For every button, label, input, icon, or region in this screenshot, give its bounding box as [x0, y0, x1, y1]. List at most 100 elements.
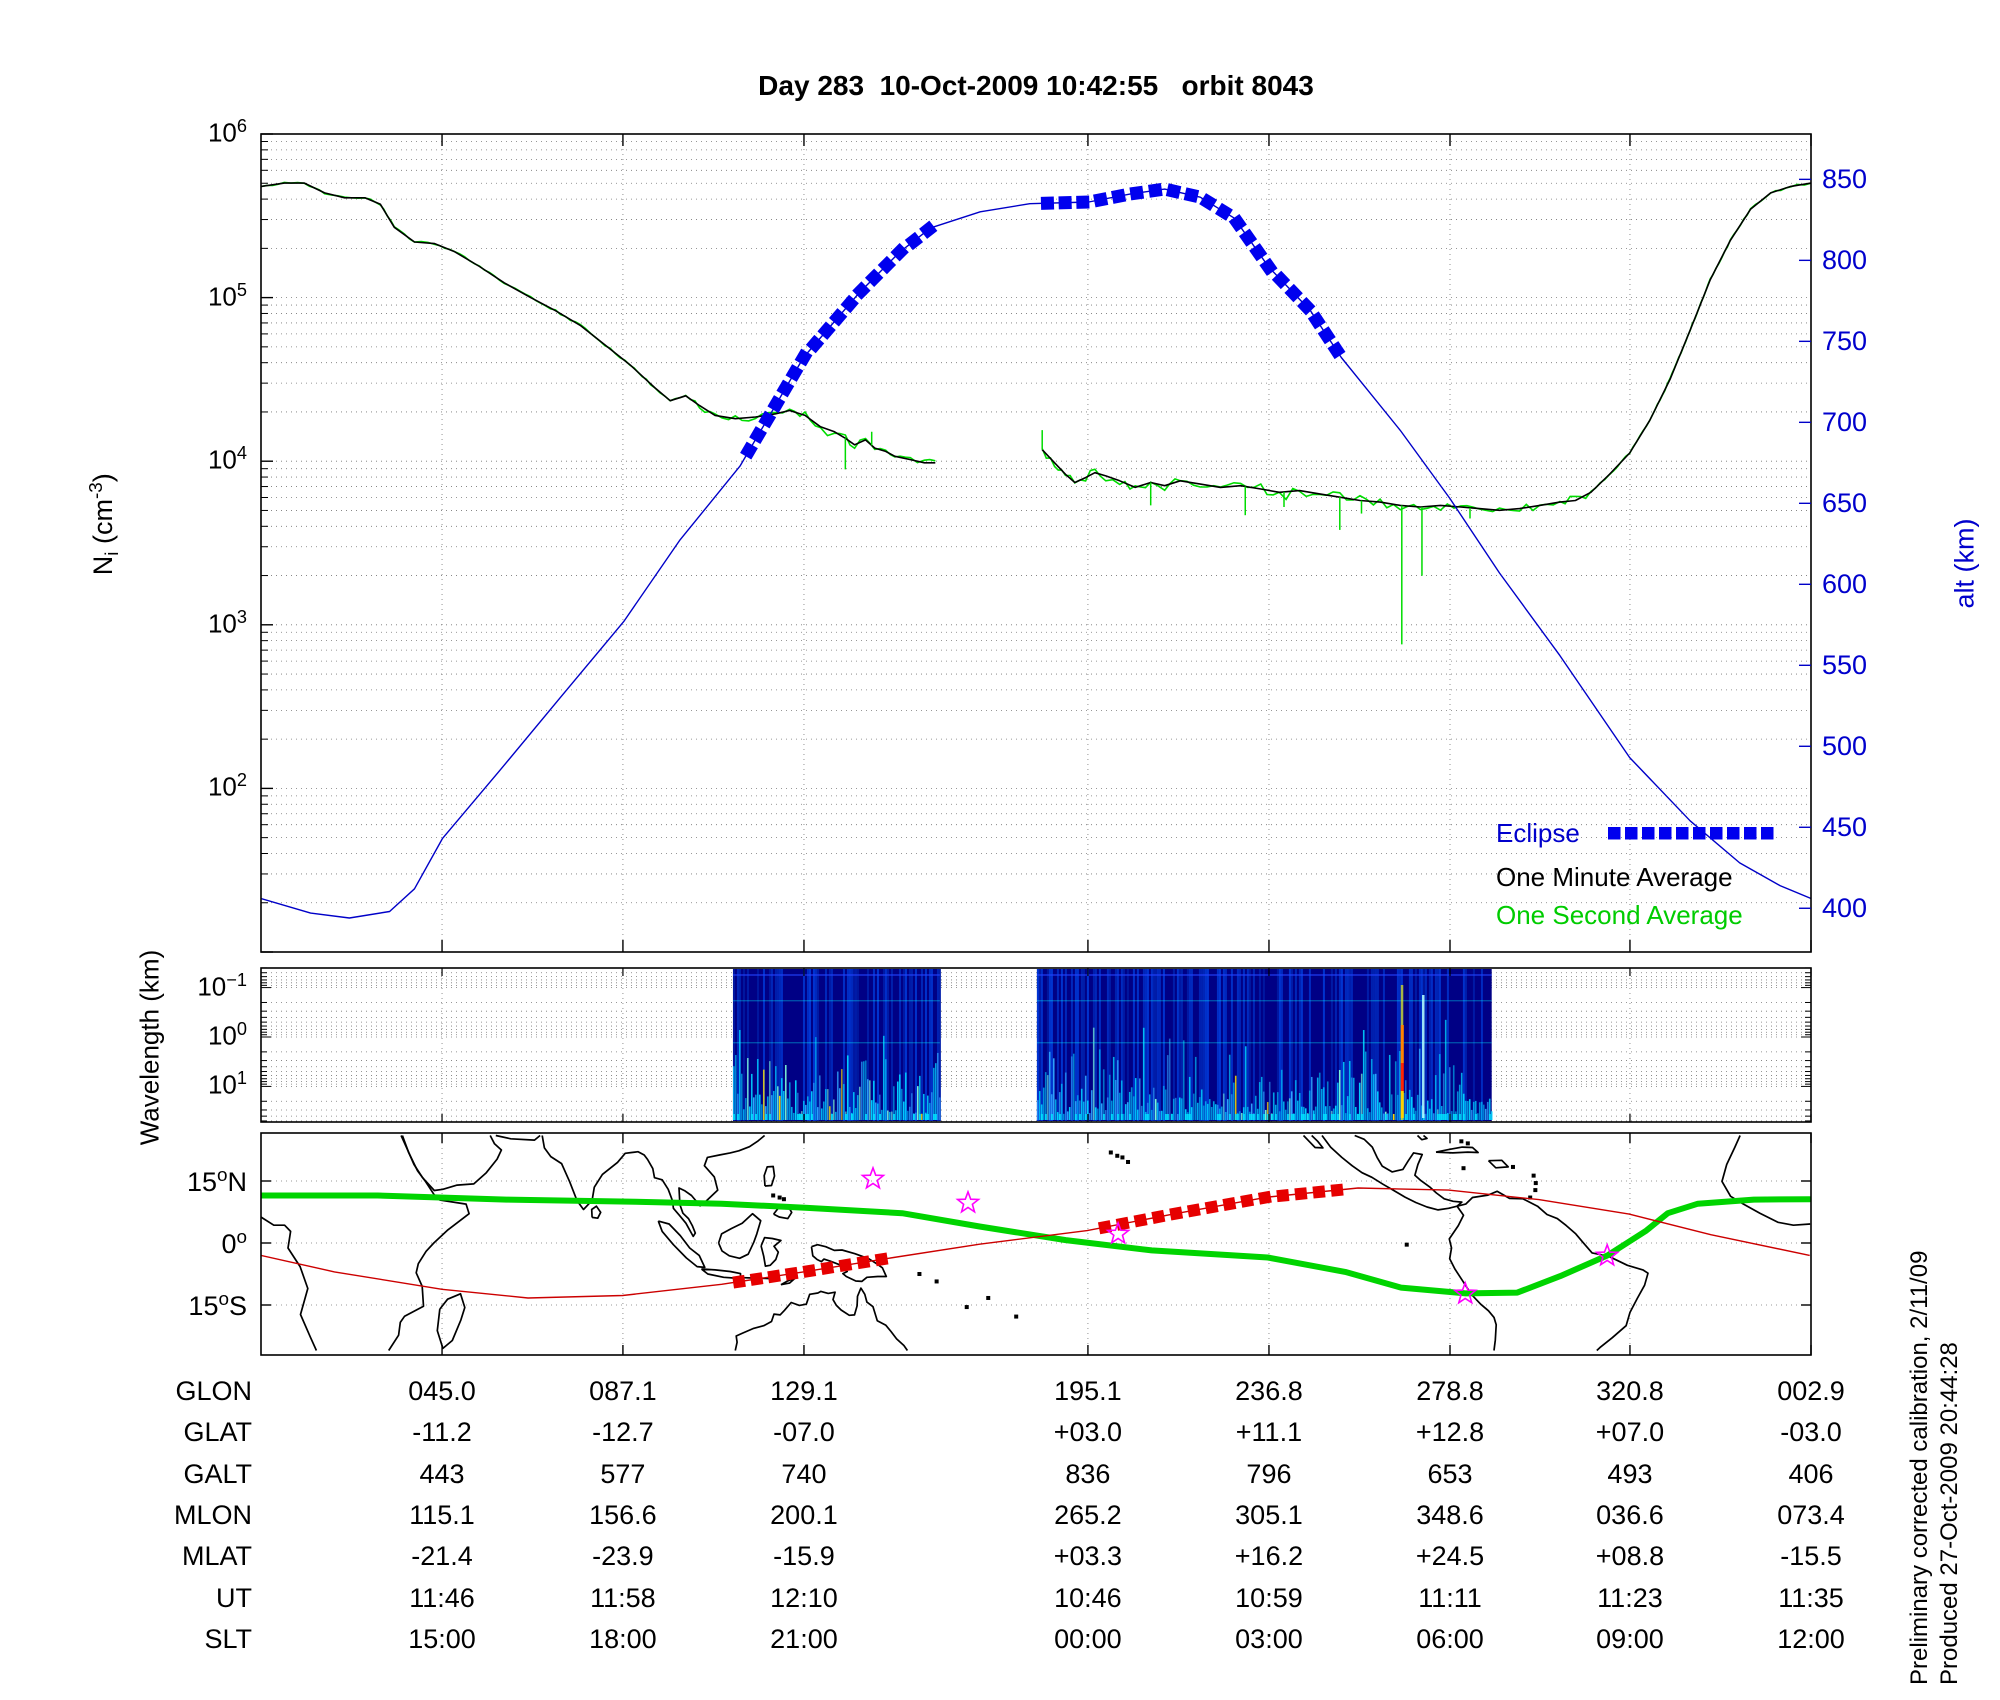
log-tick-label: 105 [207, 279, 247, 312]
calibration-annotation: Preliminary corrected calibration, 2/11/… [1905, 1250, 1975, 1685]
alt-tick-label: 450 [1822, 812, 1868, 843]
table-cell-glat-1: -12.7 [592, 1417, 654, 1448]
alt-tick-label: 800 [1822, 245, 1868, 276]
table-cell-galt-7: 406 [1788, 1458, 1834, 1489]
table-cell-mlat-6: +08.8 [1595, 1541, 1665, 1572]
table-cell-slt-6: 09:00 [1596, 1623, 1664, 1654]
table-cell-glon-7: 002.9 [1777, 1376, 1845, 1406]
table-row-label-glon: GLON [175, 1376, 252, 1406]
table-cell-glon-0: 045.0 [408, 1376, 476, 1406]
legend-eclipse-swatch [1608, 827, 1774, 840]
table-cell-mlon-1: 156.6 [589, 1499, 657, 1530]
plot-title: Day 283 10-Oct-2009 10:42:55 orbit 8043 [758, 70, 1314, 101]
eclipse-segment-2 [1040, 183, 1346, 360]
lat-tick-label: 15oS [188, 1288, 247, 1321]
alt-tick-label: 550 [1822, 650, 1868, 681]
table-cell-glat-2: -07.0 [773, 1417, 835, 1448]
table-cell-glon-1: 087.1 [589, 1376, 657, 1406]
alt-tick-label: 750 [1822, 326, 1868, 357]
spectrogram-segment-1 [732, 969, 941, 1121]
star-marker [860, 1165, 886, 1190]
table-cell-ut-5: 11:11 [1418, 1582, 1482, 1613]
table-cell-glon-5: 278.8 [1416, 1376, 1484, 1406]
table-cell-ut-2: 12:10 [770, 1582, 838, 1613]
coastlines [261, 1134, 1811, 1352]
panel-density-altitude [260, 133, 1812, 953]
table-cell-mlon-6: 036.6 [1596, 1499, 1664, 1530]
log-tick-label: 106 [207, 116, 247, 148]
table-cell-mlon-2: 200.1 [770, 1499, 838, 1530]
table-cell-mlat-7: -15.5 [1780, 1541, 1842, 1572]
table-cell-ut-4: 10:59 [1235, 1582, 1303, 1613]
ground-track-line [261, 1187, 1810, 1299]
alt-tick-label: 500 [1822, 731, 1868, 762]
table-cell-mlat-3: +03.3 [1053, 1541, 1123, 1572]
annotation-line-2: Produced 27-Oct-2009 20:44:28 [1936, 1342, 1963, 1685]
wavelength-tick-label: 100 [207, 1019, 247, 1051]
star-marker [1594, 1242, 1620, 1267]
table-cell-galt-0: 443 [419, 1458, 465, 1489]
table-cell-mlon-4: 305.1 [1235, 1499, 1303, 1530]
table-cell-slt-4: 03:00 [1235, 1623, 1303, 1654]
table-cell-mlat-0: -21.4 [411, 1541, 473, 1572]
table-cell-glon-4: 236.8 [1235, 1376, 1303, 1406]
table-row-label-glat: GLAT [183, 1417, 252, 1448]
table-cell-glon-2: 129.1 [770, 1376, 838, 1406]
table-cell-ut-3: 10:46 [1054, 1582, 1122, 1613]
table-cell-glat-6: +07.0 [1595, 1417, 1665, 1448]
table-cell-mlon-0: 115.1 [409, 1499, 475, 1530]
panel2-grid [261, 967, 1812, 1122]
lat-tick-label: 15oN [186, 1165, 247, 1197]
alt-tick-label: 650 [1822, 488, 1868, 519]
y-axis-label-ion-density: Ni (cm-3) [85, 473, 124, 576]
table-cell-galt-3: 836 [1065, 1458, 1111, 1489]
table-cell-glat-0: -11.2 [412, 1417, 472, 1448]
log-tick-label: 103 [207, 606, 247, 639]
panel-ground-track-map [260, 1132, 1812, 1356]
wavelength-tick-label: 101 [207, 1068, 247, 1101]
table-cell-mlat-2: -15.9 [773, 1541, 835, 1572]
alt-tick-label: 400 [1822, 893, 1868, 924]
station-stars [860, 1165, 1620, 1305]
table-cell-slt-2: 21:00 [770, 1623, 838, 1654]
table-cell-galt-6: 493 [1607, 1458, 1653, 1489]
table-cell-mlon-7: 073.4 [1777, 1499, 1845, 1530]
table-cell-slt-1: 18:00 [589, 1623, 657, 1654]
annotation-line-1: Preliminary corrected calibration, 2/11/… [1906, 1250, 1933, 1685]
panel-wavelength-spectrogram [260, 967, 1812, 1123]
lat-tick-label: 0o [221, 1227, 247, 1259]
eclipse-segment-1 [740, 220, 938, 460]
table-cell-galt-2: 740 [781, 1458, 827, 1489]
table-row-label-mlon: MLON [173, 1499, 252, 1530]
legend-one-minute-label: One Minute Average [1496, 862, 1733, 892]
table-cell-galt-1: 577 [600, 1458, 646, 1489]
map-eclipse-segment-1 [732, 1252, 889, 1289]
map-eclipse-segment-2 [1097, 1183, 1344, 1235]
alt-tick-label: 600 [1822, 569, 1868, 600]
spectrogram-segment-2 [1036, 969, 1493, 1121]
table-cell-glon-6: 320.8 [1596, 1376, 1664, 1406]
legend-eclipse-label: Eclipse [1496, 818, 1580, 848]
table-cell-glat-7: -03.0 [1780, 1417, 1842, 1448]
table-cell-glat-5: +12.8 [1415, 1417, 1485, 1448]
alt-tick-label: 700 [1822, 407, 1868, 438]
log-tick-label: 102 [207, 770, 247, 803]
table-cell-ut-7: 11:35 [1778, 1582, 1844, 1613]
table-cell-mlon-5: 348.6 [1416, 1499, 1484, 1530]
table-cell-glat-4: +11.1 [1235, 1417, 1303, 1448]
legend-one-second-label: One Second Average [1496, 900, 1743, 930]
star-marker [1452, 1280, 1478, 1305]
table-row-label-mlat: MLAT [181, 1541, 252, 1572]
table-cell-glon-3: 195.1 [1054, 1376, 1122, 1406]
map-grid [261, 1133, 1812, 1355]
table-row-label-galt: GALT [183, 1458, 252, 1489]
table-cell-mlat-1: -23.9 [592, 1541, 654, 1572]
magnetic-equator-line [261, 1192, 1811, 1297]
table-row-label-slt: SLT [204, 1623, 252, 1654]
table-cell-ut-6: 11:23 [1597, 1582, 1663, 1613]
alt-tick-label: 850 [1822, 164, 1868, 195]
table-cell-galt-5: 653 [1427, 1458, 1473, 1489]
spectrogram-hot-column [1400, 985, 1425, 1120]
table-cell-slt-7: 12:00 [1777, 1623, 1845, 1654]
